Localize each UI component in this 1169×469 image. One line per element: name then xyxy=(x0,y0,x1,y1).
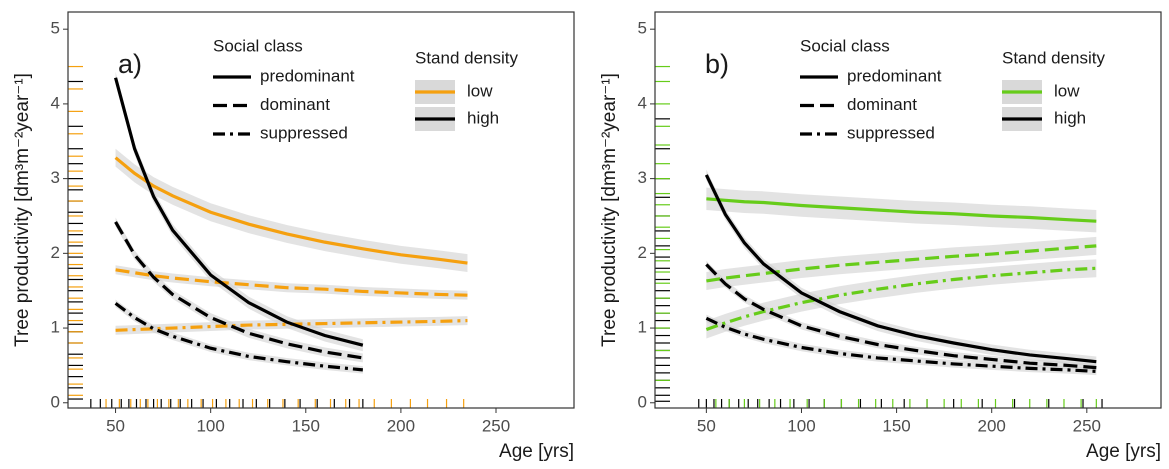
panel: 0 1 2 3 4 5 50 100 150 200 250 b) Age [yrs] Tree prod… xyxy=(599,11,1162,462)
legend-title: Social class xyxy=(800,36,890,55)
y-tick-label: 0 xyxy=(51,392,60,411)
x-tick-label: 150 xyxy=(292,416,320,435)
line xyxy=(114,156,468,265)
legend-label: suppressed xyxy=(847,123,935,142)
confidence-band xyxy=(115,217,363,363)
x-tick-label: 100 xyxy=(196,416,224,435)
legend-label: suppressed xyxy=(260,123,348,142)
x-tick-label: 250 xyxy=(1073,416,1101,435)
y-tick-label: 0 xyxy=(638,392,647,411)
plot-frame xyxy=(67,11,575,409)
y-tick-label: 4 xyxy=(638,93,647,112)
line xyxy=(114,302,364,372)
confidence-band xyxy=(706,259,1097,339)
x-tick-label: 250 xyxy=(482,416,510,435)
plot-frame xyxy=(654,11,1162,409)
plot-area xyxy=(68,12,574,408)
y-tick-label: 5 xyxy=(638,19,647,38)
x-axis-label: Age [yrs] xyxy=(1086,441,1161,462)
line xyxy=(704,174,1097,364)
line xyxy=(706,244,1097,283)
panel-label: a) xyxy=(118,49,142,79)
legend-label: high xyxy=(467,108,499,127)
legend-label: dominant xyxy=(260,95,330,114)
confidence-band xyxy=(706,236,1097,290)
y-tick-label: 5 xyxy=(51,19,60,38)
x-tick-label: 50 xyxy=(697,416,716,435)
line xyxy=(115,268,468,297)
panel: 0 1 2 3 4 5 50 100 150 200 250 a) Age [yrs] Tree prod… xyxy=(12,11,575,462)
y-tick-label: 4 xyxy=(51,93,60,112)
confidence-band xyxy=(706,260,1097,372)
legend-title: Stand density xyxy=(415,48,519,67)
legend-label: predominant xyxy=(847,66,942,85)
legend-label: low xyxy=(1054,81,1080,100)
y-tick-label: 2 xyxy=(51,243,60,262)
x-tick-label: 200 xyxy=(387,416,415,435)
y-tick-label: 1 xyxy=(638,318,647,337)
line xyxy=(114,221,364,360)
y-axis-label: Tree productivity [dm³m⁻²year⁻¹] xyxy=(12,73,33,347)
legend-label: low xyxy=(467,81,493,100)
x-tick-label: 50 xyxy=(106,416,125,435)
x-axis-label: Age [yrs] xyxy=(499,441,574,462)
line xyxy=(705,263,1097,370)
line xyxy=(705,316,1097,373)
legend-title: Social class xyxy=(213,36,303,55)
line xyxy=(115,318,468,332)
line xyxy=(114,77,364,347)
confidence-band xyxy=(706,169,1097,367)
y-axis-label: Tree productivity [dm³m⁻²year⁻¹] xyxy=(599,73,620,347)
y-tick-label: 1 xyxy=(51,318,60,337)
line xyxy=(706,197,1097,223)
x-tick-label: 100 xyxy=(787,416,815,435)
y-tick-label: 3 xyxy=(638,168,647,187)
y-tick-label: 2 xyxy=(638,243,647,262)
y-tick-label: 3 xyxy=(51,168,60,187)
legend-label: dominant xyxy=(847,95,917,114)
legend-label: predominant xyxy=(260,66,355,85)
legend-label: high xyxy=(1054,108,1086,127)
panel-label: b) xyxy=(705,49,729,79)
line xyxy=(705,266,1097,332)
x-tick-label: 150 xyxy=(882,416,910,435)
legend-title: Stand density xyxy=(1002,48,1106,67)
x-tick-label: 200 xyxy=(978,416,1006,435)
